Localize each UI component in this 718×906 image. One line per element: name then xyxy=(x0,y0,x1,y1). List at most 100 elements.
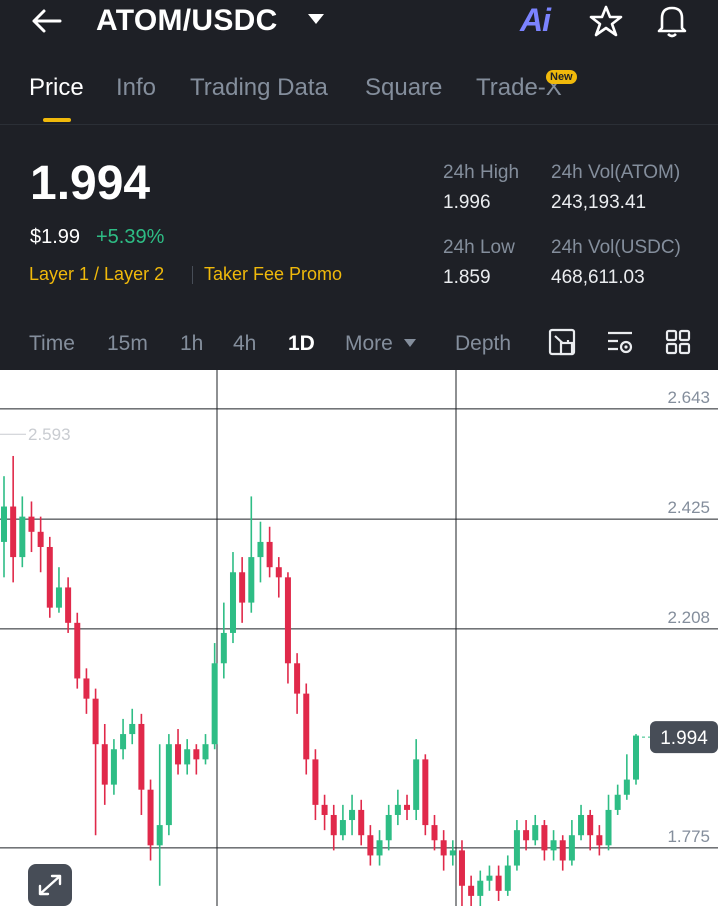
interval-15m[interactable]: 15m xyxy=(107,332,148,355)
candle-body xyxy=(367,835,374,856)
last-price-tag xyxy=(650,721,718,754)
candle-body xyxy=(532,825,539,841)
candle-body xyxy=(623,779,630,795)
high-label: 24h High xyxy=(443,162,520,183)
interval-1h[interactable]: 1h xyxy=(180,332,204,355)
chart-type-icon[interactable] xyxy=(548,328,576,356)
candle-body xyxy=(339,820,346,836)
candle-body xyxy=(129,723,136,735)
depth-tab[interactable]: Depth xyxy=(455,332,512,355)
candle-body xyxy=(74,622,81,679)
back-arrow-icon[interactable] xyxy=(30,6,64,36)
candle-body xyxy=(605,809,612,846)
candle-body xyxy=(321,804,328,815)
candle-body xyxy=(266,541,273,568)
tab-info[interactable]: Info xyxy=(116,74,157,101)
interval-bar: Time 15m 1h 4h 1D More Depth xyxy=(0,318,718,368)
active-tab-indicator xyxy=(43,118,71,122)
candle-body xyxy=(495,875,502,891)
candle-body xyxy=(184,749,191,765)
candle-body xyxy=(110,749,117,785)
tag-taker-fee-promo[interactable]: Taker Fee Promo xyxy=(204,264,343,284)
vol-atom-label: 24h Vol(ATOM) xyxy=(551,162,681,183)
more-caret-icon[interactable] xyxy=(403,338,417,348)
low-value: 1.859 xyxy=(443,267,491,288)
candle-body xyxy=(156,825,163,846)
bell-icon[interactable] xyxy=(654,2,690,38)
chart-svg: 2.643 2.425 2.208 1.775 2.593 1.994 xyxy=(0,370,718,906)
candle-body xyxy=(440,840,447,856)
chevron-down-icon[interactable] xyxy=(306,12,326,26)
candle-body xyxy=(275,567,282,578)
candle-body xyxy=(1,506,7,542)
candle-body xyxy=(55,587,62,608)
candle-body xyxy=(239,572,246,603)
candlestick-chart[interactable]: 2.643 2.425 2.208 1.775 2.593 1.994 xyxy=(0,370,718,906)
candle-body xyxy=(220,632,227,664)
interval-4h[interactable]: 4h xyxy=(233,332,257,355)
tag-layer[interactable]: Layer 1 / Layer 2 xyxy=(29,264,165,284)
pair-title[interactable]: ATOM/USDC xyxy=(96,4,278,37)
tag-divider xyxy=(192,266,193,284)
expand-icon xyxy=(38,874,62,896)
interval-time[interactable]: Time xyxy=(29,332,75,355)
low-label: 24h Low xyxy=(443,237,515,258)
candle-body xyxy=(394,804,401,815)
candle-body xyxy=(596,835,603,846)
candle-body xyxy=(101,744,108,785)
ai-icon[interactable]: Ai xyxy=(520,2,551,38)
candle-body xyxy=(486,875,493,881)
candle-body xyxy=(422,759,429,826)
new-badge: New xyxy=(546,70,577,84)
candle-body xyxy=(559,840,566,861)
candle-body xyxy=(541,825,548,851)
star-icon[interactable] xyxy=(588,4,624,38)
candle-body xyxy=(28,516,35,532)
candle-body xyxy=(229,572,236,633)
candle-body xyxy=(578,814,585,836)
expand-chart-button[interactable] xyxy=(28,864,72,906)
candle-body xyxy=(523,830,530,841)
candle-body xyxy=(431,825,438,841)
interval-1d[interactable]: 1D xyxy=(288,332,315,355)
candle-body xyxy=(257,541,264,558)
indicator-settings-icon[interactable] xyxy=(606,328,634,356)
candle-body xyxy=(37,531,44,547)
candle-body xyxy=(633,735,639,780)
candle-body xyxy=(19,516,26,558)
tab-trading-data[interactable]: Trading Data xyxy=(190,74,328,101)
candle-body xyxy=(614,794,621,810)
candle-body xyxy=(312,759,319,805)
candle-body xyxy=(83,678,90,699)
candle-body xyxy=(284,577,291,664)
candle-body xyxy=(138,723,145,790)
last-price-tag-label: 1.994 xyxy=(660,728,708,749)
candle-body xyxy=(65,587,72,623)
candle-body xyxy=(504,865,511,891)
divider xyxy=(0,124,718,125)
candle-body xyxy=(477,880,484,896)
tab-price[interactable]: Price xyxy=(29,74,84,101)
candle-body xyxy=(404,804,411,810)
y-tick-label: 1.775 xyxy=(667,827,710,846)
candle-body xyxy=(193,749,200,760)
grid-layout-icon[interactable] xyxy=(664,328,692,356)
candle-body xyxy=(211,663,218,745)
high-value: 1.996 xyxy=(443,192,491,213)
last-price: 1.994 xyxy=(30,157,151,210)
candle-body xyxy=(303,693,310,760)
candle-body xyxy=(248,557,255,603)
change-percent: +5.39% xyxy=(96,226,165,248)
candle-body xyxy=(120,734,127,750)
candle-body xyxy=(376,840,383,856)
tab-square[interactable]: Square xyxy=(365,74,443,101)
usd-price: $1.99 xyxy=(30,226,81,248)
vol-atom-value: 243,193.41 xyxy=(551,192,647,213)
candle-body xyxy=(458,850,465,886)
y-tick-label: 2.208 xyxy=(667,608,710,627)
top-bar: ATOM/USDC Ai xyxy=(0,0,718,44)
candle-body xyxy=(468,885,475,896)
candle-body xyxy=(513,830,520,866)
interval-more[interactable]: More xyxy=(345,332,393,355)
candle-body xyxy=(358,809,365,836)
